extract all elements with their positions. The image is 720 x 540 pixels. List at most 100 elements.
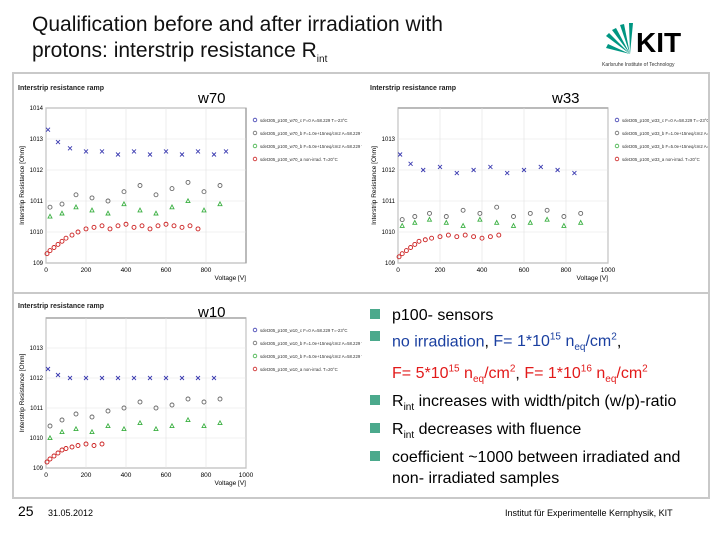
data-point-f5e15: [137, 419, 143, 426]
data-point-f1e16: [429, 235, 435, 241]
data-point-f1e15: [59, 417, 65, 423]
data-point-f1e16: [51, 453, 57, 459]
data-point-unirradiated: [83, 375, 89, 381]
data-point-f1e15: [477, 210, 483, 216]
y-tick-label: 109: [33, 261, 44, 267]
logo-subtext: Karlsruhe Institute of Technology: [602, 62, 675, 68]
data-point-f5e15: [185, 416, 191, 423]
data-point-f1e15: [185, 396, 191, 402]
chart-w70: Interstrip resistance ramp 0 200 400 600 800 1…: [16, 80, 362, 290]
data-point-f5e15: [153, 425, 159, 432]
data-point-f1e15: [47, 204, 53, 210]
data-point-f1e15: [412, 214, 418, 219]
data-point-f1e16: [471, 234, 477, 240]
legend-marker: [614, 117, 620, 123]
chart-background: [368, 80, 708, 290]
fluence-1e16-unit: n: [591, 364, 606, 382]
bullet-text: decreases with fluence: [414, 421, 582, 439]
x-axis-label: Voltage [V]: [577, 275, 609, 282]
rint-subscript: int: [403, 430, 415, 442]
bullet-separator: ,: [484, 333, 494, 351]
y-tick-label: 1010: [30, 230, 44, 236]
bullet-item: Rint increases with width/pitch (w/p)-ra…: [370, 391, 710, 418]
data-point-unirradiated: [504, 170, 510, 176]
data-point-unirradiated: [397, 152, 403, 157]
data-point-unirradiated: [211, 375, 217, 381]
rint-symbol: R: [392, 421, 404, 439]
fluence-5e15: F= 5*1015 neq/cm2: [392, 364, 515, 386]
x-tick-label: 0: [44, 472, 48, 479]
data-point-f1e16: [403, 248, 409, 254]
data-point-f5e15: [443, 219, 450, 225]
data-point-unirradiated: [45, 127, 51, 133]
data-point-f1e16: [396, 254, 402, 260]
legend-entry: sdet305_p100_w70_a non-irrad. T=20°C: [260, 157, 338, 162]
frame-right: [708, 72, 710, 499]
data-point-f1e16: [75, 443, 81, 448]
data-point-f5e15: [460, 222, 466, 228]
data-point-f1e16: [422, 237, 428, 243]
fluence-1e15: F= 1*1015 neq/cm2: [493, 332, 616, 354]
legend-entry: sdet305_p100_w10_b F=5.0e+15neq/cm2 A=58…: [260, 354, 362, 359]
data-point-unirradiated: [488, 164, 493, 170]
data-point-f1e16: [59, 447, 65, 453]
data-point-f1e15: [153, 192, 159, 198]
chart-background: [16, 80, 362, 290]
data-point-f1e15: [121, 189, 127, 195]
data-point-f1e16: [163, 221, 169, 227]
data-point-f1e16: [91, 224, 97, 230]
fluence-1e15-unit: n: [561, 333, 575, 351]
x-tick-label: 1000: [601, 267, 616, 274]
y-tick-label: 109: [33, 466, 44, 472]
bullet-square-icon: [370, 423, 380, 434]
y-tick-label: 1010: [382, 230, 396, 236]
legend-entry: sdet305_p100_w33_c F=0 A=58.229 T=-23°C: [622, 118, 708, 123]
x-tick-label: 400: [121, 472, 132, 479]
data-point-f1e15: [217, 396, 223, 402]
x-tick-label: 200: [81, 472, 92, 479]
frame-bottom: [12, 497, 710, 499]
data-point-f5e15: [201, 422, 207, 429]
data-point-unirradiated: [67, 375, 73, 381]
chart-title: Interstrip resistance ramp: [18, 85, 104, 92]
data-point-f5e15: [153, 210, 159, 216]
y-tick-label: 1011: [30, 406, 44, 412]
data-point-f1e16: [47, 456, 53, 462]
data-point-f1e16: [454, 234, 460, 240]
data-point-unirradiated: [572, 170, 577, 176]
data-point-unirradiated: [471, 167, 476, 173]
data-point-unirradiated: [538, 164, 544, 170]
data-point-unirradiated: [115, 375, 121, 381]
y-tick-label: 1011: [382, 199, 396, 205]
data-point-f1e16: [147, 226, 153, 232]
data-point-f1e16: [63, 446, 69, 451]
data-point-f1e15: [460, 207, 466, 213]
data-point-f5e15: [217, 419, 223, 426]
data-point-f1e16: [416, 238, 422, 244]
data-point-unirradiated: [131, 149, 137, 154]
bullet-item: coefficient ~1000 between irradiated and…: [370, 447, 710, 489]
data-point-unirradiated: [115, 152, 121, 157]
data-point-unirradiated: [163, 375, 169, 381]
fluence-1e16-exp: 16: [580, 363, 592, 375]
x-axis-label: Voltage [V]: [215, 275, 247, 282]
fluence-1e15-tail: /cm: [585, 333, 612, 351]
data-point-f1e15: [59, 201, 65, 207]
data-point-f1e16: [171, 223, 177, 229]
data-point-f1e16: [115, 223, 121, 229]
data-point-f1e16: [412, 241, 418, 247]
panel-label-w70: w70: [198, 90, 226, 107]
data-point-f5e15: [59, 210, 65, 216]
data-point-f1e16: [399, 251, 405, 257]
chart-w10: Interstrip resistance ramp 0 200 400 600 800 1…: [16, 298, 362, 496]
data-point-unirradiated: [437, 164, 443, 170]
data-point-f1e16: [99, 223, 105, 229]
data-point-f1e15: [73, 192, 79, 198]
data-point-f1e16: [63, 235, 69, 241]
panel-label-w33: w33: [552, 90, 580, 107]
data-point-f1e15: [217, 183, 223, 188]
legend-marker: [252, 353, 258, 359]
fluence-5e15-sub: eq: [472, 374, 485, 386]
bullet-comma-2: ,: [515, 364, 525, 382]
y-tick-label: 1014: [30, 106, 44, 112]
